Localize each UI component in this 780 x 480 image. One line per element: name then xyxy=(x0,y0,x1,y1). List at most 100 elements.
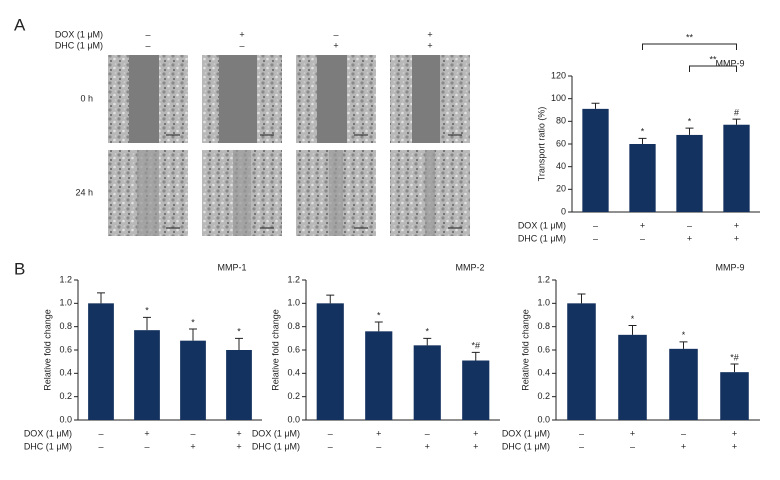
condition-sign: + xyxy=(473,441,478,451)
y-tick-label: 0.8 xyxy=(287,321,300,331)
condition-label: DHC (1 μM) xyxy=(518,233,566,243)
significance-marker: *# xyxy=(471,341,480,351)
y-tick-label: 1.0 xyxy=(537,298,550,308)
y-tick-label: 0.2 xyxy=(537,391,550,401)
y-tick-label: 0.0 xyxy=(287,414,300,424)
error-bar xyxy=(423,337,432,346)
significance-marker: * xyxy=(145,306,149,316)
condition-sign: – xyxy=(145,29,150,39)
y-tick-label: 0.4 xyxy=(59,368,72,378)
condition-label: DOX (1 μM) xyxy=(24,428,72,438)
bar xyxy=(134,330,160,420)
condition-sign: – xyxy=(328,428,333,438)
condition-sign: + xyxy=(425,441,430,451)
condition-sign: – xyxy=(145,40,150,50)
y-tick-label: 1.0 xyxy=(287,298,300,308)
condition-sign: + xyxy=(190,441,195,451)
y-tick-label: 120 xyxy=(551,70,566,80)
y-tick-label: 80 xyxy=(556,116,566,126)
wound-gap xyxy=(425,150,435,236)
error-bar xyxy=(628,325,637,335)
y-tick-label: 0.2 xyxy=(59,391,72,401)
condition-label: DHC (1 μM) xyxy=(24,441,72,451)
bar xyxy=(676,134,703,212)
error-bar xyxy=(189,328,197,341)
condition-sign: – xyxy=(98,428,103,438)
error-bar xyxy=(577,293,586,304)
bracket-label: ** xyxy=(709,54,717,64)
significance-marker: * xyxy=(641,127,645,137)
error-bar xyxy=(374,321,383,332)
condition-sign: + xyxy=(630,428,635,438)
chart-title: MMP-9 xyxy=(716,262,745,272)
condition-label: DOX (1 μM) xyxy=(502,428,550,438)
significance-marker: * xyxy=(425,327,429,337)
condition-label: DOX (1 μM) xyxy=(55,29,103,39)
bar xyxy=(226,350,252,420)
y-axis-label: Transport ratio (%) xyxy=(536,107,546,182)
error-bar xyxy=(235,337,243,350)
panel-label: A xyxy=(14,15,26,34)
y-tick-label: 0.6 xyxy=(537,344,550,354)
error-bar xyxy=(591,102,600,109)
wound-gap xyxy=(137,150,159,236)
significance-marker: * xyxy=(682,330,686,340)
chart-title: MMP-1 xyxy=(218,262,247,272)
y-tick-label: 0.0 xyxy=(59,414,72,424)
significance-marker: # xyxy=(734,107,739,117)
condition-sign: – xyxy=(687,220,692,230)
condition-sign: – xyxy=(593,220,598,230)
condition-sign: + xyxy=(376,428,381,438)
wound-gap xyxy=(219,55,257,143)
y-tick-label: 0.0 xyxy=(537,414,550,424)
y-tick-label: 0.6 xyxy=(287,344,300,354)
bar xyxy=(88,303,114,420)
y-tick-label: 100 xyxy=(551,93,566,103)
y-axis-label: Relative fold change xyxy=(42,309,52,391)
error-bar xyxy=(679,341,688,349)
condition-sign: + xyxy=(333,40,338,50)
condition-sign: – xyxy=(425,428,430,438)
condition-sign: – xyxy=(681,428,686,438)
row-label: 0 h xyxy=(80,93,93,103)
y-tick-label: 0.4 xyxy=(287,368,300,378)
bar xyxy=(180,340,206,420)
y-axis-label: Relative fold change xyxy=(520,309,530,391)
condition-sign: + xyxy=(734,220,739,230)
condition-label: DHC (1 μM) xyxy=(252,441,300,451)
condition-sign: – xyxy=(144,441,149,451)
bar xyxy=(582,108,609,212)
condition-sign: + xyxy=(239,29,244,39)
error-bar xyxy=(638,137,647,144)
y-tick-label: 0.8 xyxy=(59,321,72,331)
condition-sign: + xyxy=(236,428,241,438)
bar xyxy=(629,144,656,212)
bar xyxy=(462,360,490,420)
bar xyxy=(669,348,698,420)
y-tick-label: 0.8 xyxy=(537,321,550,331)
condition-sign: + xyxy=(144,428,149,438)
wound-gap xyxy=(233,150,251,236)
bar xyxy=(365,331,393,420)
error-bar xyxy=(326,294,335,304)
condition-sign: + xyxy=(427,29,432,39)
condition-sign: + xyxy=(687,233,692,243)
y-tick-label: 0.6 xyxy=(59,344,72,354)
y-tick-label: 40 xyxy=(556,161,566,171)
condition-sign: – xyxy=(190,428,195,438)
condition-sign: – xyxy=(333,29,338,39)
wound-gap xyxy=(412,55,440,143)
y-axis-label: Relative fold change xyxy=(270,309,280,391)
bar xyxy=(720,372,749,420)
condition-sign: + xyxy=(732,428,737,438)
wound-gap xyxy=(329,150,343,236)
condition-sign: + xyxy=(681,441,686,451)
condition-sign: – xyxy=(579,428,584,438)
panel-label: B xyxy=(14,259,25,278)
bar xyxy=(618,334,647,420)
condition-sign: + xyxy=(734,233,739,243)
condition-sign: – xyxy=(579,441,584,451)
y-tick-label: 1.2 xyxy=(537,274,550,284)
y-tick-label: 1.2 xyxy=(59,274,72,284)
row-label: 24 h xyxy=(75,187,93,197)
